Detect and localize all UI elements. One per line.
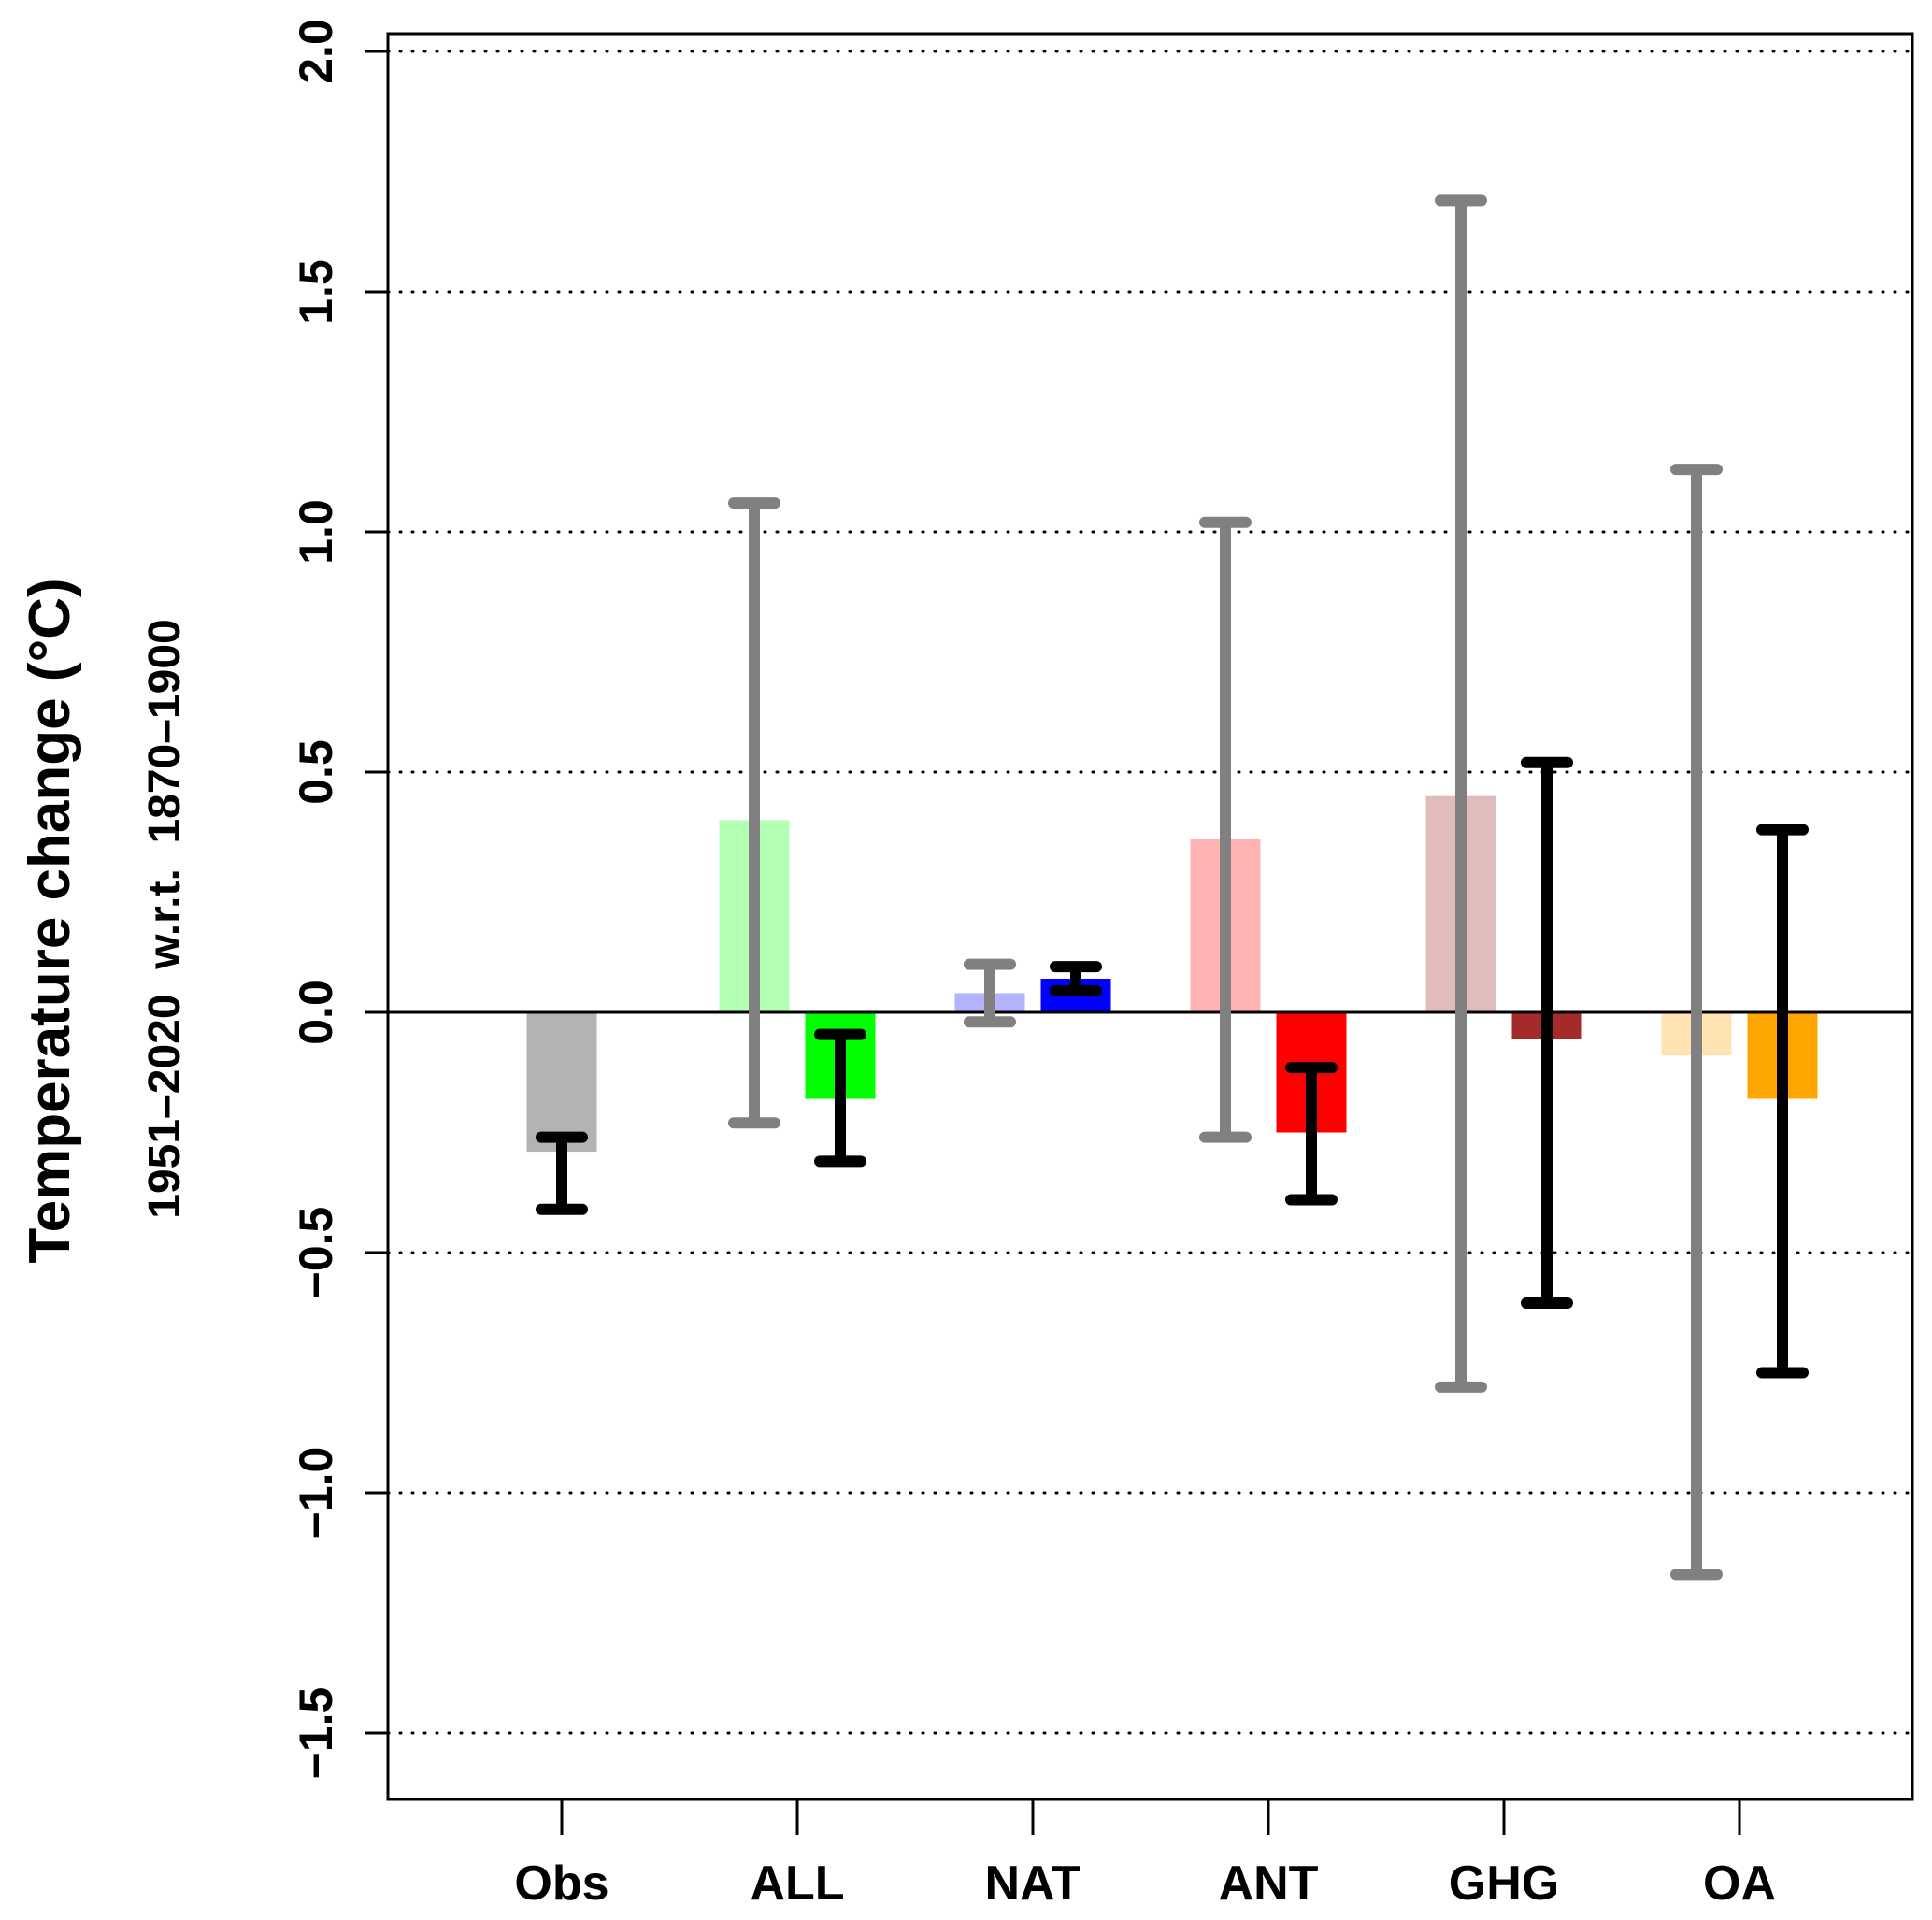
y-tick-label: 1.5	[290, 259, 342, 324]
error-bar-nat-solid	[1050, 961, 1102, 996]
y-tick-label: 0.5	[290, 739, 342, 805]
bars	[526, 795, 1818, 1153]
bar-obs-solid	[526, 1012, 597, 1153]
x-tick-label: OA	[1703, 1856, 1776, 1911]
x-tick-label: NAT	[984, 1856, 1080, 1911]
y-axis-subtitle: 1951–2020 w.r.t. 1870–1900	[140, 619, 190, 1218]
grid-lines	[386, 50, 1914, 1735]
x-tick-label: ALL	[750, 1856, 844, 1911]
error-bar-all-light	[728, 497, 780, 1129]
error-bars	[536, 194, 1809, 1581]
y-tick-label: −1.5	[290, 1687, 342, 1780]
error-bar-ghg-solid	[1521, 756, 1573, 1309]
x-tick-label: Obs	[514, 1856, 608, 1911]
y-tick-label: 0.0	[290, 980, 342, 1045]
y-tick-label: 2.0	[290, 19, 342, 84]
y-tick-label: −1.0	[290, 1447, 342, 1540]
y-tick-label: −0.5	[290, 1207, 342, 1299]
plot-frame	[386, 32, 1914, 1801]
error-bar-obs-solid	[536, 1131, 588, 1215]
x-tick-label: ANT	[1219, 1856, 1319, 1911]
x-axis: Obs ALL NAT ANT GHG OA	[514, 1799, 1776, 1911]
error-bar-ant-light	[1199, 516, 1252, 1143]
error-bar-oa-light	[1670, 464, 1723, 1581]
x-tick-label: GHG	[1449, 1856, 1559, 1911]
error-bar-oa-solid	[1756, 824, 1809, 1379]
error-bar-ant-solid	[1285, 1062, 1338, 1206]
error-bar-nat-light	[964, 958, 1016, 1028]
y-axis-title: Temperature change (°C)	[18, 578, 82, 1263]
error-bar-all-solid	[814, 1028, 866, 1168]
error-bar-ghg-light	[1435, 194, 1487, 1393]
y-axis: 2.0 1.5 1.0 0.5 0.0 −0.5 −1.0 −1.5	[290, 19, 388, 1779]
y-tick-label: 1.0	[290, 499, 342, 565]
